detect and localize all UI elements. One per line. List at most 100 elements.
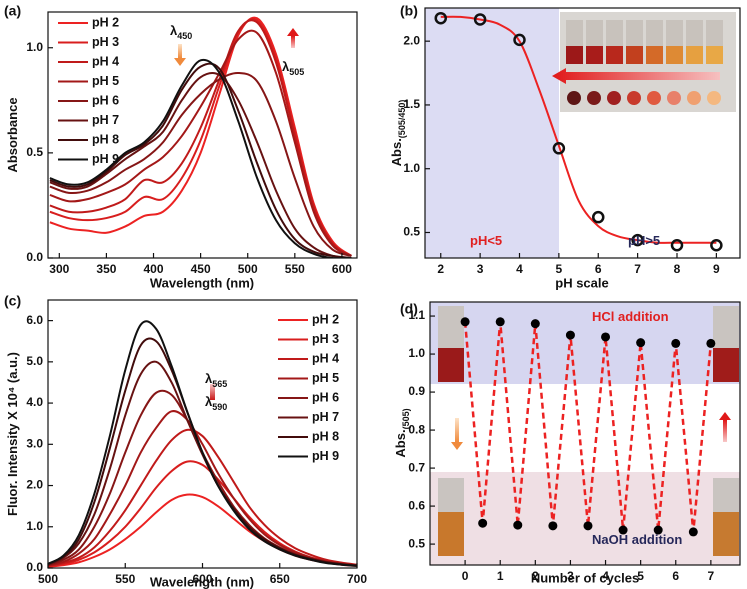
- x-tick-label: 550: [285, 262, 305, 276]
- x-tick-label: 450: [191, 262, 211, 276]
- point: [706, 338, 716, 348]
- annotation: λ565: [205, 371, 227, 389]
- x-tick-label: 3: [477, 262, 484, 276]
- annotation-text: HCl addition: [592, 309, 669, 324]
- x-tick-label: 350: [96, 262, 116, 276]
- x-tick-label: 4: [516, 262, 523, 276]
- legend-label: pH 2: [312, 312, 339, 326]
- point: [513, 33, 526, 47]
- y-tick-label: 1.0: [408, 346, 425, 360]
- y-axis-title-sub: (505): [401, 408, 411, 429]
- annotation: pH<5: [470, 233, 502, 248]
- x-tick-label: 2: [437, 262, 444, 276]
- vial-inset: [552, 12, 736, 112]
- panel-label: (b): [400, 3, 418, 19]
- y-tick-label: 0.5: [403, 225, 420, 239]
- line: [48, 410, 357, 567]
- legend-label: pH 4: [92, 54, 119, 68]
- y-tick-label: 3.0: [26, 436, 43, 450]
- annotation-sub: 590: [212, 402, 227, 412]
- plot-area: [49, 16, 352, 258]
- point: [513, 520, 523, 530]
- x-axis-title: Number of cycles: [531, 570, 639, 585]
- y-tick-label: 0.0: [26, 250, 43, 264]
- panel-label: (d): [400, 301, 418, 317]
- acid-region: [425, 8, 559, 258]
- line: [49, 62, 352, 258]
- point: [552, 142, 566, 155]
- acid-band: [430, 302, 740, 384]
- y-tick-label: 1.0: [403, 161, 420, 175]
- y-axis-title-sub: (505/450): [397, 100, 407, 139]
- legend-label: pH 5: [312, 371, 339, 385]
- line: [49, 29, 352, 257]
- point: [631, 233, 644, 247]
- axes-frame: [429, 301, 741, 566]
- y-tick-label: 0.8: [408, 422, 425, 436]
- legend-label: pH 7: [92, 113, 119, 127]
- annotation-text: pH<5: [470, 233, 502, 248]
- base-band: [430, 472, 740, 565]
- annotation-sub: 565: [212, 379, 227, 389]
- x-tick-label: 0: [462, 569, 469, 583]
- line: [49, 19, 352, 257]
- line: [48, 360, 357, 567]
- vial-photos: [438, 306, 739, 556]
- y-tick-label: 0.9: [408, 384, 425, 398]
- x-tick-label: 3: [567, 569, 574, 583]
- cycle-line: [463, 321, 713, 533]
- x-tick-label: 600: [192, 572, 212, 586]
- y-tick-label: 5.0: [26, 354, 43, 368]
- y-tick-label: 2.0: [403, 33, 420, 47]
- x-tick-label: 5: [556, 262, 563, 276]
- line: [49, 58, 352, 258]
- panel-label: (a): [4, 3, 21, 19]
- point: [460, 317, 470, 327]
- y-tick-label: 0.5: [408, 536, 425, 550]
- point: [671, 338, 681, 348]
- line: [48, 320, 357, 567]
- point: [478, 518, 488, 528]
- y-axis-title-main: Abs.: [389, 138, 404, 166]
- y-axis-title: Absorbance: [5, 97, 20, 172]
- x-tick-label: 5: [637, 569, 644, 583]
- x-tick-label: 6: [595, 262, 602, 276]
- y-tick-label: 0.6: [408, 498, 425, 512]
- x-tick-label: 500: [238, 262, 258, 276]
- y-tick-label: 1.5: [403, 97, 420, 111]
- x-axis-title: pH scale: [555, 275, 608, 290]
- legend-label: pH 8: [312, 429, 339, 443]
- annotation: HCl addition: [592, 309, 669, 324]
- y-tick-label: 2.0: [26, 478, 43, 492]
- x-tick-label: 700: [347, 572, 367, 586]
- x-tick-label: 7: [708, 569, 715, 583]
- x-tick-label: 400: [143, 262, 163, 276]
- legend-label: pH 4: [312, 351, 339, 365]
- panel-label: (c): [4, 293, 21, 309]
- annotation-text: λ: [205, 394, 213, 409]
- x-tick-label: 4: [602, 569, 609, 583]
- plot-area: [48, 320, 357, 568]
- line: [49, 71, 352, 257]
- legend-label: pH 9: [92, 152, 119, 166]
- x-axis-title: Wavelength (nm): [150, 574, 254, 589]
- annotation-text: NaOH addition: [592, 532, 682, 547]
- point: [592, 210, 605, 224]
- legend-label: pH 6: [312, 390, 339, 404]
- legend-label: pH 8: [92, 132, 119, 146]
- annotation: λ590: [205, 394, 227, 412]
- annotation-text: λ: [170, 23, 178, 38]
- axes-frame: [47, 11, 358, 259]
- point: [618, 525, 628, 535]
- point: [583, 521, 593, 531]
- point: [653, 525, 663, 535]
- line: [48, 493, 357, 568]
- x-tick-label: 500: [38, 572, 58, 586]
- y-tick-label: 0.7: [408, 460, 425, 474]
- point: [495, 317, 505, 327]
- point: [548, 521, 558, 531]
- annotation-text: pH>5: [628, 233, 660, 248]
- point: [565, 330, 575, 340]
- y-axis-title: Fluor. Intensity X 10⁴ (a.u.): [5, 352, 20, 516]
- x-tick-label: 600: [332, 262, 352, 276]
